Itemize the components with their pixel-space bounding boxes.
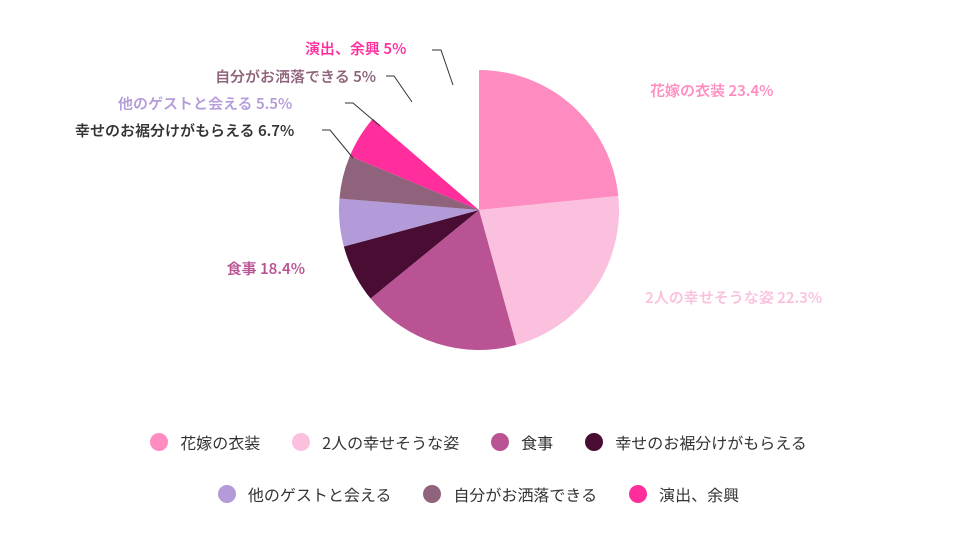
slice-label-5: 自分がお洒落できる 5%	[215, 66, 376, 87]
legend-swatch-6	[629, 485, 647, 503]
legend-item-4: 他のゲストと会える	[218, 482, 392, 506]
legend-item-0: 花嫁の衣装	[150, 430, 260, 454]
legend-swatch-3	[585, 433, 603, 451]
legend-swatch-0	[150, 433, 168, 451]
legend-label-5: 自分がお洒落できる	[453, 482, 597, 506]
legend-swatch-4	[218, 485, 236, 503]
slice-0	[479, 70, 618, 210]
slice-label-4: 他のゲストと会える 5.5%	[118, 93, 292, 114]
legend-item-5: 自分がお洒落できる	[423, 482, 597, 506]
legend-item-3: 幸せのお裾分けがもらえる	[585, 430, 807, 454]
legend-label-0: 花嫁の衣装	[180, 430, 260, 454]
slice-label-2: 食事 18.4%	[227, 258, 305, 279]
legend-label-4: 他のゲストと会える	[248, 482, 392, 506]
legend-label-3: 幸せのお裾分けがもらえる	[615, 430, 807, 454]
legend-swatch-1	[292, 433, 310, 451]
legend-item-6: 演出、余興	[629, 482, 739, 506]
slice-label-0: 花嫁の衣装 23.4%	[650, 80, 773, 101]
slice-label-3: 幸せのお裾分けがもらえる 6.7%	[75, 120, 294, 141]
slice-label-6: 演出、余興 5%	[305, 38, 406, 59]
legend-item-1: 2人の幸せそうな姿	[292, 430, 459, 454]
legend-swatch-5	[423, 485, 441, 503]
legend-label-1: 2人の幸せそうな姿	[322, 430, 459, 454]
legend: 花嫁の衣装 2人の幸せそうな姿 食事 幸せのお裾分けがもらえる他のゲストと会える 自分が…	[0, 430, 957, 506]
legend-label-2: 食事	[521, 430, 553, 454]
slice-label-1: 2人の幸せそうな姿 22.3%	[645, 287, 822, 308]
legend-label-6: 演出、余興	[659, 482, 739, 506]
pie-chart: 花嫁の衣装 23.4% 2人の幸せそうな姿 22.3% 食事 18.4% 幸せのお裾分…	[0, 0, 957, 420]
legend-item-2: 食事	[491, 430, 553, 454]
legend-swatch-2	[491, 433, 509, 451]
pie-svg	[339, 70, 619, 350]
